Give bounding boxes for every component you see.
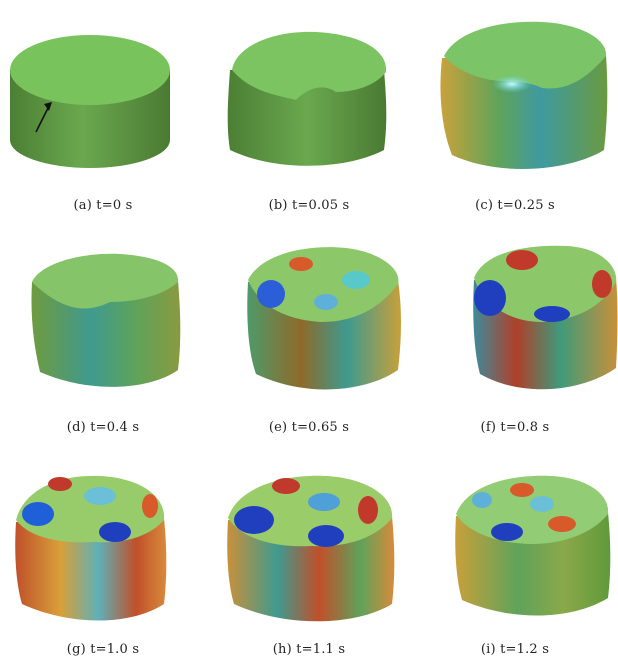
panel-f-render [473,245,618,390]
cool-spot [84,487,116,505]
panel-e: (e) t=0.65 s [206,222,412,444]
hot-spot [548,516,576,532]
panel-d-render [31,253,181,387]
hot-spot [289,257,313,271]
panel-d: (d) t=0.4 s [0,222,206,444]
highlight [492,75,532,93]
cylinder-top [248,247,399,322]
hot-spot [358,496,378,524]
cylinder-side [15,518,167,621]
cylinder-top [10,35,170,105]
cool-spot [22,502,54,526]
caption-c: (c) t=0.25 s [475,198,555,213]
caption-g: (g) t=1.0 s [66,642,140,657]
hot-spot [592,270,612,298]
cylinder-side [227,70,387,166]
cool-spot [534,306,570,322]
panel-f: (f) t=0.8 s [412,222,618,444]
hot-spot [272,478,300,494]
hot-spot [510,483,534,497]
panel-g: (g) t=1.0 s [0,444,206,666]
caption-e: (e) t=0.65 s [268,420,350,435]
panel-b-render [227,31,387,166]
panel-c: (c) t=0.25 s [412,0,618,222]
cool-spot [472,492,492,508]
hot-spot [48,477,72,491]
cool-spot [234,506,274,534]
panel-c-render [440,21,608,169]
cylinder-top [444,21,607,89]
panel-i: (i) t=1.2 s [412,444,618,666]
caption-b: (b) t=0.05 s [268,198,350,213]
cylinder-top [232,31,387,100]
hot-spot [142,494,158,518]
cool-spot [342,271,370,289]
panel-g-render [15,475,167,621]
caption-f: (f) t=0.8 s [480,420,550,435]
panel-e-render [247,247,401,390]
cylinder-top [32,253,179,309]
cool-spot [491,523,523,541]
cool-spot [257,280,285,308]
cool-spot [314,294,338,310]
caption-d: (d) t=0.4 s [66,420,140,435]
arrow-icon [35,107,49,133]
panel-h-render [227,475,395,622]
panel-i-render [455,475,611,616]
panel-h: (h) t=1.1 s [206,444,412,666]
cylinder-side [31,280,181,387]
caption-i: (i) t=1.2 s [480,642,550,657]
cool-spot [474,280,506,316]
cool-spot [530,496,554,512]
caption-a: (a) t=0 s [73,198,133,213]
caption-h: (h) t=1.1 s [272,642,346,657]
cool-spot [308,525,344,547]
cool-spot [308,493,340,511]
hot-spot [506,250,538,270]
panel-b: (b) t=0.05 s [206,0,412,222]
arrow-head-icon [44,102,52,111]
panel-a-render [10,35,170,168]
cool-spot [99,522,131,542]
panel-a: (a) t=0 s [0,0,206,222]
